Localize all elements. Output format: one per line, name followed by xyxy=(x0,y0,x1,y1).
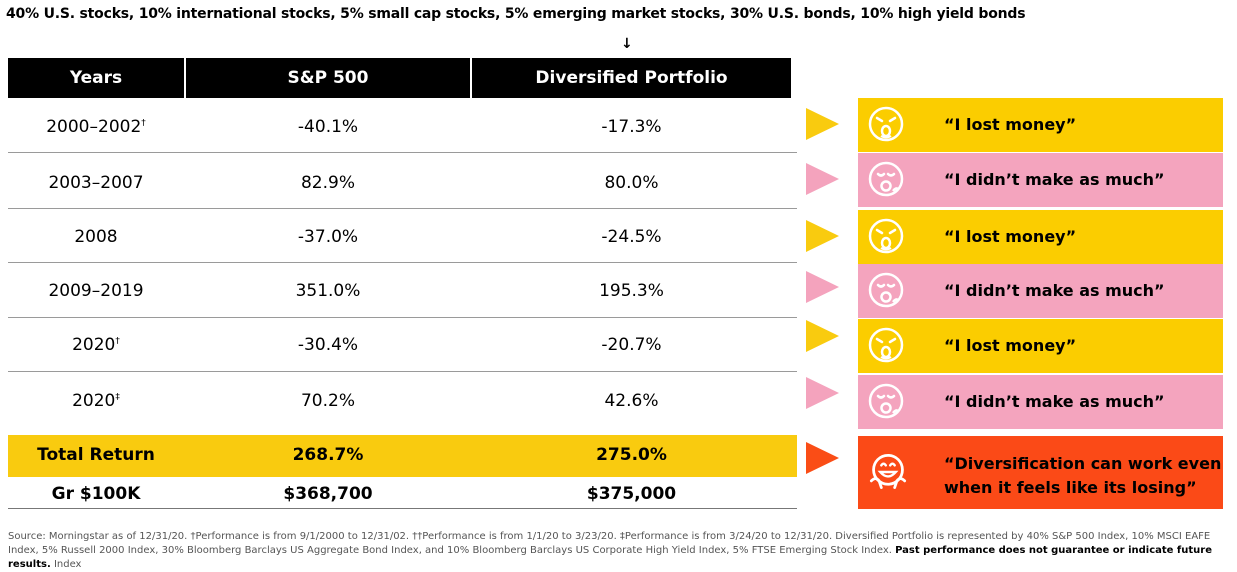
callout-text: “I didn’t make as much” xyxy=(944,281,1165,300)
row-divider xyxy=(8,262,797,263)
pointer-triangle-icon xyxy=(806,163,839,195)
callout-box: “I didn’t make as much” xyxy=(858,153,1223,207)
yawning-face-icon xyxy=(868,161,904,197)
callout-text: “I lost money” xyxy=(944,115,1077,134)
table-bottom-rule xyxy=(8,508,797,509)
pointer-triangle-icon xyxy=(806,320,839,352)
header-divider xyxy=(470,58,472,98)
callout-text: “I didn’t make as much” xyxy=(944,392,1165,411)
footnote: Source: Morningstar as of 12/31/20. †Per… xyxy=(8,531,1213,570)
row-diversified: -24.5% xyxy=(601,227,662,247)
row-years: 2009–2019 xyxy=(48,281,144,301)
final-callout-box: “Diversification can work even when it f… xyxy=(858,436,1223,509)
growth-diversified: $375,000 xyxy=(586,484,677,504)
row-years: 2020† xyxy=(72,335,120,355)
distressed-face-icon xyxy=(868,106,904,142)
callout-box: “I didn’t make as much” xyxy=(858,375,1223,429)
distressed-face-icon xyxy=(868,327,904,363)
growth-label: Gr $100K xyxy=(51,484,141,504)
row-divider xyxy=(8,371,797,372)
row-sp500: 70.2% xyxy=(300,391,355,411)
row-years: 2020‡ xyxy=(72,391,120,411)
distressed-face-icon xyxy=(868,218,904,254)
header-years: Years xyxy=(69,68,123,88)
pointer-triangle-icon xyxy=(806,271,839,303)
callout-box: “I didn’t make as much” xyxy=(858,264,1223,318)
callout-box: “I lost money” xyxy=(858,319,1223,373)
total-return-label: Total Return xyxy=(37,445,155,465)
row-diversified: 42.6% xyxy=(604,391,659,411)
pointer-triangle-icon xyxy=(806,442,839,474)
row-diversified: 80.0% xyxy=(604,173,659,193)
callout-text: “I lost money” xyxy=(944,336,1077,355)
header-diversified: Diversified Portfolio xyxy=(535,68,728,88)
header-divider xyxy=(184,58,186,98)
row-divider xyxy=(8,317,797,318)
final-callout-text: “Diversification can work even when it f… xyxy=(944,454,1222,497)
headline: 40% U.S. stocks, 10% international stock… xyxy=(6,6,1026,22)
row-sp500: -40.1% xyxy=(297,117,359,137)
row-sp500: -30.4% xyxy=(297,335,359,355)
row-diversified: -20.7% xyxy=(601,335,662,355)
header-sp500: S&P 500 xyxy=(287,68,369,88)
row-divider xyxy=(8,152,797,153)
row-years: 2008 xyxy=(74,227,118,247)
table-header xyxy=(8,58,791,98)
yawning-face-icon xyxy=(868,272,904,308)
row-sp500: -37.0% xyxy=(297,227,359,247)
total-return-diversified: 275.0% xyxy=(596,445,667,465)
total-return-sp500: 268.7% xyxy=(292,445,364,465)
callout-text: “I didn’t make as much” xyxy=(944,170,1165,189)
growth-sp500: $368,700 xyxy=(283,484,373,504)
row-diversified: 195.3% xyxy=(599,281,664,301)
total-return-band xyxy=(8,435,797,477)
row-sp500: 82.9% xyxy=(300,173,355,193)
row-sp500: 351.0% xyxy=(295,281,361,301)
row-diversified: -17.3% xyxy=(601,117,662,137)
down-arrow-icon: ↓ xyxy=(621,36,633,52)
hugging-face-icon xyxy=(869,453,907,489)
row-divider xyxy=(8,208,797,209)
callout-box: “I lost money” xyxy=(858,210,1223,264)
pointer-triangle-icon xyxy=(806,377,839,409)
pointer-triangle-icon xyxy=(806,108,839,140)
row-years: 2000–2002† xyxy=(46,117,146,137)
pointer-triangle-icon xyxy=(806,220,839,252)
row-years: 2003–2007 xyxy=(48,173,144,193)
yawning-face-icon xyxy=(868,383,904,419)
callout-box: “I lost money” xyxy=(858,98,1223,152)
callout-text: “I lost money” xyxy=(944,227,1077,246)
